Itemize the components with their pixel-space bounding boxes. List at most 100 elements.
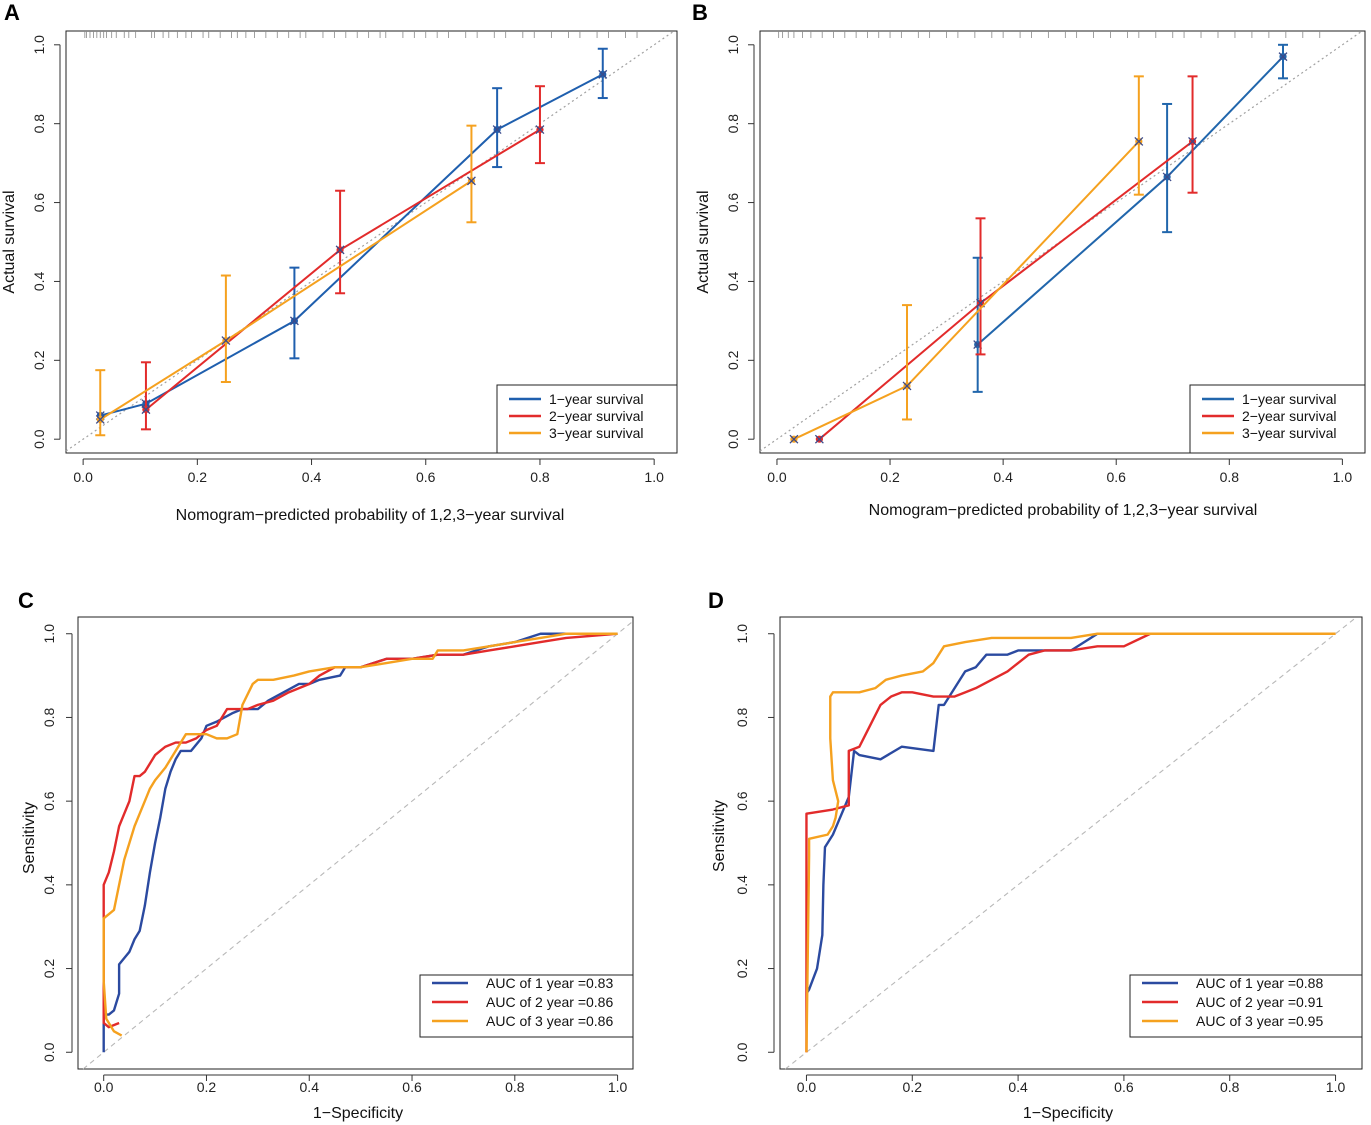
panel-b-legend-box: [1189, 384, 1366, 454]
panel-d-x-tick-label-0: 0.0: [797, 1079, 817, 1095]
panel-d-legend-label-1: AUC of 1 year =0.88: [1196, 975, 1323, 991]
panel-c-legend-label-3: AUC of 3 year =0.86: [486, 1013, 613, 1029]
panel-c-legend-label-1: AUC of 1 year =0.83: [486, 975, 613, 991]
panel-b-diagonal-line: [759, 30, 1363, 452]
panel-c-roc-curve-2: [102, 632, 618, 1029]
panel-a-legend-label-3: 3−year survival: [549, 425, 644, 441]
panel-c-x-title: 1−Specificity: [313, 1105, 403, 1122]
panel-a-series-1-xmark-4: [598, 69, 608, 79]
panel-d-roc: D 0.0 0.2 0.4 0.6 0.8 1.0 0.00.20.40.60.81.0 …: [708, 588, 1363, 1122]
panel-b-x-tick-label-1: 0.2: [880, 469, 900, 485]
panel-b-series-3-xmark-1: [902, 381, 912, 391]
panel-b-x-axis: 0.0 0.2 0.4 0.6 0.8 1.0: [767, 458, 1353, 485]
panel-a-y-tick-label-0: 0.0: [31, 429, 47, 449]
panel-b-series: [789, 43, 1289, 444]
panel-a-y-axis: 0.0 0.2 0.4 0.6 0.8 1.0: [31, 35, 61, 449]
panel-d-y-tick-label-5: 1.0: [734, 624, 750, 644]
panel-d-x-title: 1−Specificity: [1023, 1105, 1113, 1122]
panel-a-series-1-line: [100, 73, 604, 417]
panel-b-series-3-xmark-0: [789, 434, 799, 444]
panel-d-x-tick-label-5: 1.0: [1326, 1079, 1346, 1095]
panel-b-series-2-line: [818, 140, 1194, 440]
panel-a-y-title: Actual survival: [1, 190, 18, 293]
panel-a-calibration: A 0.0 0.2 0.4 0.6 0.8 1.0 0.00.20.40.60.81.0 …: [1, 0, 678, 524]
panel-a-series-3-line: [99, 180, 472, 421]
panel-a-y-tick-label-3: 0.6: [31, 193, 47, 213]
panel-b-x-tick-label-5: 1.0: [1333, 469, 1353, 485]
panel-b-rug: [778, 31, 1321, 38]
panel-a-y-tick-label-5: 1.0: [31, 35, 47, 55]
panel-a-series-2-xmark-1: [335, 245, 345, 255]
panel-d-y-tick-label-1: 0.2: [734, 959, 750, 979]
panel-d-y-tick-label-2: 0.4: [734, 875, 750, 895]
panel-b-calibration: B 0.0 0.2 0.4 0.6 0.8 1.0 0.00.20.40.60.81.0 …: [692, 0, 1366, 519]
panel-b-y-tick-label-5: 1.0: [725, 35, 741, 55]
panel-b-series-3-xmark-2: [1134, 136, 1144, 146]
panel-a-series-1-xmark-2: [289, 316, 299, 326]
panel-c-roc: C 0.0 0.2 0.4 0.6 0.8 1.0 0.00.20.40.60.81.0 …: [18, 588, 634, 1122]
panel-b-y-tick-label-1: 0.2: [725, 350, 741, 370]
panel-b-legend-label-1: 1−year survival: [1242, 391, 1337, 407]
panel-a-x-tick-label-4: 0.8: [530, 469, 550, 485]
panel-b-y-title: Actual survival: [695, 190, 712, 293]
panel-c-x-tick-label-5: 1.0: [608, 1079, 628, 1095]
panel-a-x-tick-label-0: 0.0: [73, 469, 93, 485]
panel-b-series-1-xmark-2: [1278, 52, 1288, 62]
panel-b-x-tick-label-4: 0.8: [1220, 469, 1240, 485]
panel-c-plot-frame: [77, 616, 634, 1070]
panel-d-y-title: Sensitivity: [711, 800, 728, 872]
panel-a-y-tick-label-1: 0.2: [31, 350, 47, 370]
panel-a-plot-frame: [65, 30, 678, 454]
panel-d-y-tick-label-4: 0.8: [734, 708, 750, 728]
panel-a-x-tick-label-1: 0.2: [188, 469, 208, 485]
panel-a-x-title: Nomogram−predicted probability of 1,2,3−…: [176, 507, 565, 524]
panel-c-x-tick-label-4: 0.8: [505, 1079, 525, 1095]
panel-d-x-tick-label-3: 0.6: [1114, 1079, 1134, 1095]
panel-a-diagonal-line: [65, 30, 675, 452]
panel-d-series: [805, 632, 1336, 1053]
panel-a-series-3-xmark-1: [221, 336, 231, 346]
panel-d-y-axis: 0.0 0.2 0.4 0.6 0.8 1.0: [734, 624, 775, 1062]
panel-b-y-tick-label-3: 0.6: [725, 193, 741, 213]
panel-a-series-2-line: [145, 128, 541, 411]
panel-b-series-1-line: [977, 55, 1284, 346]
panel-b-y-tick-label-2: 0.4: [725, 271, 741, 291]
panel-b-series-3-line: [793, 140, 1140, 441]
panel-a-reference-line: [65, 30, 675, 452]
panel-c-y-tick-label-3: 0.6: [41, 791, 57, 811]
panel-d-x-tick-label-4: 0.8: [1220, 1079, 1240, 1095]
panel-c-diagonal-line: [82, 620, 634, 1070]
panel-d-legend-label-3: AUC of 3 year =0.95: [1196, 1013, 1323, 1029]
panel-a-x-axis: 0.0 0.2 0.4 0.6 0.8 1.0: [73, 458, 664, 485]
panel-b-x-tick-label-2: 0.4: [993, 469, 1013, 485]
panel-a-series-3-xmark-2: [466, 176, 476, 186]
panel-a-legend-label-1: 1−year survival: [549, 391, 644, 407]
panel-c-series: [102, 632, 618, 1053]
panel-b-reference-line: [759, 30, 1363, 452]
panel-c-x-tick-label-2: 0.4: [300, 1079, 320, 1095]
panel-d-y-tick-label-3: 0.6: [734, 791, 750, 811]
panel-a-legend-label-2: 2−year survival: [549, 408, 644, 424]
panel-c-y-tick-label-2: 0.4: [41, 875, 57, 895]
panel-d-y-tick-label-0: 0.0: [734, 1042, 750, 1062]
panel-a-legend-box: [496, 384, 678, 454]
panel-c-legend: AUC of 1 year =0.83 AUC of 2 year =0.86 AU…: [419, 974, 634, 1038]
panel-b-series-2-xmark-2: [1188, 136, 1198, 146]
panel-d-letter: D: [708, 588, 724, 613]
panel-b-x-tick-label-3: 0.6: [1106, 469, 1126, 485]
panel-a-letter: A: [4, 0, 20, 25]
panel-b-x-tick-label-0: 0.0: [767, 469, 787, 485]
panel-c-x-axis: 0.0 0.2 0.4 0.6 0.8 1.0: [94, 1074, 628, 1095]
panel-c-x-tick-label-1: 0.2: [197, 1079, 217, 1095]
panel-a-series-2-xmark-2: [535, 125, 545, 135]
panel-b-letter: B: [692, 0, 708, 25]
panel-a-y-tick-label-4: 0.8: [31, 114, 47, 134]
panel-d-x-tick-label-1: 0.2: [903, 1079, 923, 1095]
panel-a-series: [95, 47, 608, 437]
panel-d-x-axis: 0.0 0.2 0.4 0.6 0.8 1.0: [797, 1074, 1346, 1095]
panel-b-x-title: Nomogram−predicted probability of 1,2,3−…: [869, 502, 1258, 519]
panel-c-y-tick-label-5: 1.0: [41, 624, 57, 644]
panel-c-letter: C: [18, 588, 34, 613]
panel-b-y-tick-label-4: 0.8: [725, 114, 741, 134]
panel-c-roc-curve-3: [102, 632, 618, 1037]
